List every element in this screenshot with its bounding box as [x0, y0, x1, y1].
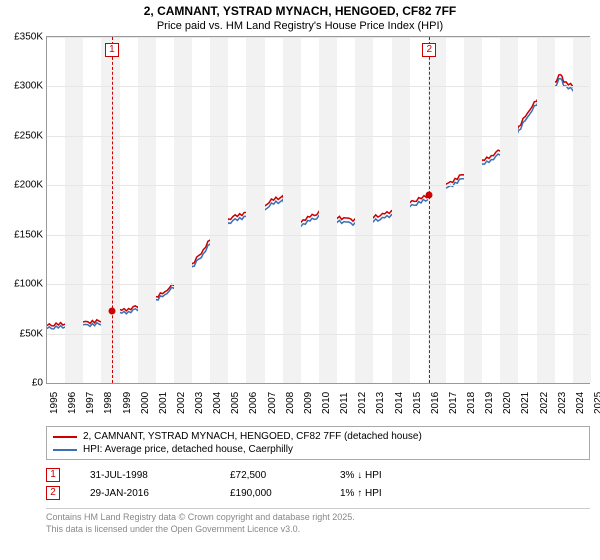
x-axis-label: 2008	[285, 392, 296, 414]
x-axis-label: 2000	[140, 392, 151, 414]
legend: 2, CAMNANT, YSTRAD MYNACH, HENGOED, CF82…	[46, 426, 590, 460]
marker-box: 1	[105, 43, 119, 57]
x-axis-label: 2017	[448, 392, 459, 414]
x-axis-label: 2011	[339, 392, 350, 414]
x-axis-label: 2024	[575, 392, 586, 414]
sale-price: £190,000	[230, 488, 310, 499]
chart-container: 2, CAMNANT, YSTRAD MYNACH, HENGOED, CF82…	[0, 0, 600, 560]
y-axis-label: £200K	[1, 180, 43, 191]
x-axis-label: 2013	[375, 392, 386, 414]
x-axis-label: 1997	[85, 392, 96, 414]
legend-item: HPI: Average price, detached house, Caer…	[53, 443, 583, 456]
x-axis-label: 2007	[267, 392, 278, 414]
x-axis-label: 1998	[103, 392, 114, 414]
sale-price: £72,500	[230, 470, 310, 481]
x-axis-label: 2010	[321, 392, 332, 414]
y-axis-label: £300K	[1, 81, 43, 92]
y-axis-label: £100K	[1, 279, 43, 290]
y-axis-label: £0	[1, 378, 43, 389]
x-axis-label: 2005	[230, 392, 241, 414]
x-axis-label: 2006	[248, 392, 259, 414]
x-axis-labels: 1995 1996 1997 1998 1999 2000 2001 2002 2003 2004…	[46, 384, 590, 420]
sale-date: 29-JAN-2016	[90, 488, 200, 499]
legend-swatch	[53, 436, 77, 438]
x-axis-label: 2025	[593, 392, 600, 414]
x-axis-label: 2014	[394, 392, 405, 414]
chart-title: 2, CAMNANT, YSTRAD MYNACH, HENGOED, CF82…	[0, 0, 600, 18]
marker-line	[429, 37, 430, 383]
sale-row: 2 29-JAN-2016 £190,000 1% ↑ HPI	[46, 484, 590, 502]
x-axis-label: 2004	[212, 392, 223, 414]
x-axis-label: 2002	[176, 392, 187, 414]
sales-table: 1 31-JUL-1998 £72,500 3% ↓ HPI 2 29-JAN-…	[46, 466, 590, 502]
sale-marker-box: 1	[46, 468, 60, 482]
legend-swatch	[53, 449, 77, 451]
legend-label: 2, CAMNANT, YSTRAD MYNACH, HENGOED, CF82…	[83, 431, 422, 442]
sale-row: 1 31-JUL-1998 £72,500 3% ↓ HPI	[46, 466, 590, 484]
x-axis-label: 2023	[557, 392, 568, 414]
x-axis-label: 2001	[158, 392, 169, 414]
x-axis-label: 2021	[520, 392, 531, 414]
x-axis-label: 2016	[430, 392, 441, 414]
x-axis-label: 2018	[466, 392, 477, 414]
x-axis-label: 1995	[49, 392, 60, 414]
legend-label: HPI: Average price, detached house, Caer…	[83, 444, 293, 455]
legend-item: 2, CAMNANT, YSTRAD MYNACH, HENGOED, CF82…	[53, 430, 583, 443]
footer: Contains HM Land Registry data © Crown c…	[46, 508, 590, 535]
x-axis-label: 1999	[122, 392, 133, 414]
marker-box: 2	[422, 43, 436, 57]
x-axis-label: 2003	[194, 392, 205, 414]
footer-line: This data is licensed under the Open Gov…	[46, 524, 590, 536]
chart-subtitle: Price paid vs. HM Land Registry's House …	[0, 18, 600, 36]
chart-plot-area: £0£50K£100K£150K£200K£250K£300K£350K12	[46, 36, 590, 384]
marker-point	[426, 192, 433, 199]
x-axis-label: 2022	[539, 392, 550, 414]
sale-date: 31-JUL-1998	[90, 470, 200, 481]
sale-delta: 1% ↑ HPI	[340, 488, 382, 499]
y-axis-label: £350K	[1, 32, 43, 43]
x-axis-label: 2019	[484, 392, 495, 414]
marker-point	[108, 308, 115, 315]
x-axis-label: 2012	[357, 392, 368, 414]
y-axis-label: £50K	[1, 328, 43, 339]
x-axis-label: 2009	[303, 392, 314, 414]
y-axis-label: £250K	[1, 130, 43, 141]
sale-marker-box: 2	[46, 486, 60, 500]
sale-delta: 3% ↓ HPI	[340, 470, 382, 481]
x-axis-label: 1996	[67, 392, 78, 414]
x-axis-label: 2015	[412, 392, 423, 414]
footer-line: Contains HM Land Registry data © Crown c…	[46, 512, 590, 524]
y-axis-label: £150K	[1, 229, 43, 240]
x-axis-label: 2020	[502, 392, 513, 414]
marker-line	[112, 37, 113, 383]
